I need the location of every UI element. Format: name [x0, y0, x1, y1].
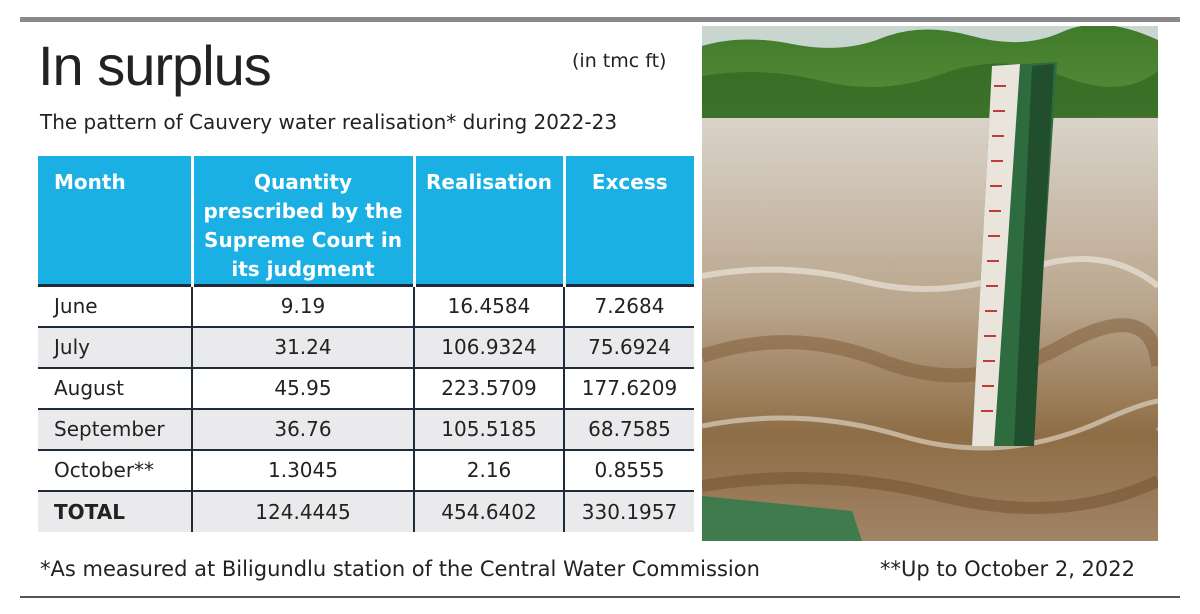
- cell-quantity: 36.76: [191, 408, 414, 451]
- column-header-excess: Excess: [562, 156, 694, 286]
- cell-quantity: 31.24: [191, 326, 414, 369]
- cell-month: August: [38, 367, 192, 410]
- table-row: October** 1.3045 2.16 0.8555: [38, 449, 694, 492]
- column-header-quantity: Quantity prescribed by the Supreme Court…: [190, 156, 414, 286]
- table-total-row: TOTAL 124.4445 454.6402 330.1957: [38, 490, 694, 532]
- cell-realisation: 106.9324: [413, 326, 564, 369]
- cell-month: September: [38, 408, 192, 451]
- cell-quantity: 1.3045: [191, 449, 414, 492]
- data-table: Month Quantity prescribed by the Supreme…: [38, 156, 694, 532]
- cell-excess: 7.2684: [563, 285, 694, 328]
- cell-total-quantity: 124.4445: [191, 490, 414, 532]
- column-header-realisation: Realisation: [412, 156, 564, 286]
- table-row: September 36.76 105.5185 68.7585: [38, 408, 694, 451]
- chart-subtitle: The pattern of Cauvery water realisation…: [40, 110, 618, 134]
- cell-total-realisation: 454.6402: [413, 490, 564, 532]
- cell-total-label: TOTAL: [38, 490, 192, 532]
- cell-total-excess: 330.1957: [563, 490, 694, 532]
- cell-quantity: 45.95: [191, 367, 414, 410]
- table-row: August 45.95 223.5709 177.6209: [38, 367, 694, 410]
- table-row: June 9.19 16.4584 7.2684: [38, 285, 694, 328]
- chart-title: In surplus: [38, 34, 272, 97]
- table-header-row: Month Quantity prescribed by the Supreme…: [38, 156, 694, 286]
- table-row: July 31.24 106.9324 75.6924: [38, 326, 694, 369]
- footnote-date: **Up to October 2, 2022: [880, 557, 1136, 581]
- cell-excess: 75.6924: [563, 326, 694, 369]
- cell-excess: 0.8555: [563, 449, 694, 492]
- top-rule: [20, 17, 1180, 22]
- photo-illustration: [702, 26, 1158, 541]
- bottom-rule: [20, 596, 1180, 598]
- cell-excess: 177.6209: [563, 367, 694, 410]
- unit-label: (in tmc ft): [572, 50, 667, 72]
- cell-quantity: 9.19: [191, 285, 414, 328]
- cell-realisation: 2.16: [413, 449, 564, 492]
- cell-month: June: [38, 285, 192, 328]
- cell-excess: 68.7585: [563, 408, 694, 451]
- flood-water-gauge-photo: [702, 26, 1158, 541]
- cell-month: October**: [38, 449, 192, 492]
- cell-month: July: [38, 326, 192, 369]
- cell-realisation: 105.5185: [413, 408, 564, 451]
- cell-realisation: 16.4584: [413, 285, 564, 328]
- column-header-month: Month: [38, 156, 192, 286]
- footnote-source: *As measured at Biligundlu station of th…: [40, 557, 760, 581]
- cell-realisation: 223.5709: [413, 367, 564, 410]
